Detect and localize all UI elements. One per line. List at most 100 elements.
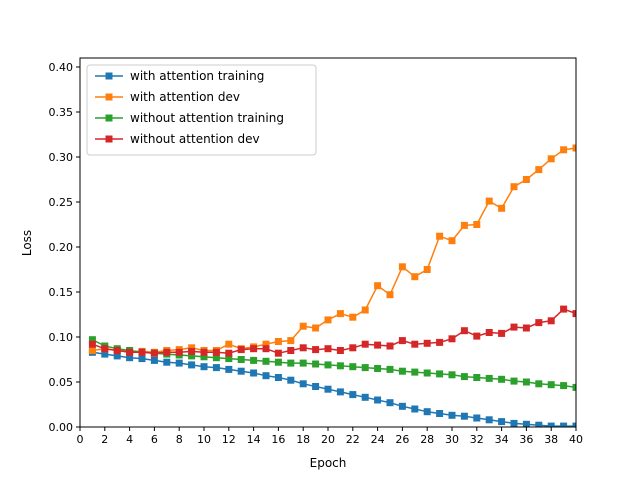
y-tick-label: 0.40	[49, 61, 74, 74]
data-point	[126, 348, 134, 356]
data-point	[113, 352, 121, 360]
data-point	[250, 356, 258, 364]
data-point	[188, 347, 196, 355]
series-line	[92, 339, 576, 389]
data-point	[113, 347, 121, 354]
series-with-attention-dev	[88, 144, 576, 356]
legend-label: with attention training	[130, 69, 264, 83]
data-point	[225, 355, 233, 363]
data-point	[250, 345, 258, 353]
y-tick-label: 0.25	[49, 196, 74, 209]
data-point	[535, 421, 543, 427]
data-point	[522, 378, 530, 386]
legend-label: without attention dev	[130, 132, 260, 146]
x-tick-label: 4	[126, 433, 133, 446]
y-tick-label: 0.30	[49, 151, 74, 164]
data-point	[188, 352, 196, 360]
data-point	[473, 221, 481, 228]
data-point	[386, 365, 394, 373]
data-point	[212, 348, 220, 356]
data-point	[448, 335, 456, 343]
data-point	[423, 339, 431, 347]
data-point	[299, 322, 307, 330]
data-point	[460, 327, 468, 335]
data-point	[386, 342, 394, 350]
data-point	[336, 388, 344, 396]
y-axis-label: Loss	[20, 230, 34, 256]
x-tick-label: 28	[420, 433, 434, 446]
data-point	[460, 373, 468, 381]
series-with-attention-training	[88, 348, 576, 427]
data-point	[374, 365, 382, 372]
legend: with attention training with attention de…	[86, 64, 317, 156]
y-tick-label: 0.15	[49, 286, 74, 299]
data-point	[498, 375, 506, 383]
data-point	[163, 358, 171, 366]
data-point	[175, 348, 183, 356]
data-point	[510, 419, 518, 427]
data-point	[411, 368, 419, 376]
data-point	[535, 380, 543, 388]
data-point	[398, 402, 406, 410]
data-point	[522, 176, 530, 183]
data-point	[485, 416, 493, 424]
data-point	[460, 221, 468, 229]
data-point	[498, 204, 506, 212]
data-point	[436, 370, 444, 378]
data-point	[274, 374, 282, 381]
data-point	[374, 282, 382, 290]
data-point	[336, 347, 344, 354]
data-point	[572, 383, 576, 391]
data-point	[411, 273, 419, 281]
data-point	[411, 405, 419, 413]
y-tick-label: 0.10	[49, 331, 74, 344]
data-point	[510, 323, 518, 331]
data-point	[324, 345, 332, 353]
legend-marker	[105, 72, 113, 80]
data-point	[188, 361, 196, 369]
data-point	[547, 381, 555, 389]
data-point	[547, 155, 555, 163]
data-point	[535, 319, 543, 327]
data-point	[287, 376, 295, 384]
data-point	[237, 346, 245, 354]
data-point	[324, 361, 332, 369]
data-point	[225, 365, 233, 373]
data-point	[126, 354, 134, 362]
data-point	[312, 360, 320, 368]
legend-marker	[105, 93, 113, 101]
data-point	[250, 369, 258, 377]
data-point	[374, 341, 382, 349]
data-point	[448, 411, 456, 419]
data-point	[312, 383, 320, 390]
legend-marker	[105, 135, 113, 143]
y-axis: 0.00 0.05 0.10 0.15 0.20 0.25 0.30 0.35 0.40	[49, 61, 80, 434]
data-point	[299, 344, 307, 352]
data-point	[163, 348, 171, 356]
data-point	[374, 396, 382, 404]
data-point	[299, 380, 307, 388]
plot-area	[88, 144, 576, 427]
data-point	[274, 349, 282, 357]
data-point	[312, 346, 320, 354]
data-point	[411, 340, 419, 348]
x-tick-label: 10	[197, 433, 211, 446]
data-point	[324, 316, 332, 324]
data-point	[386, 291, 394, 299]
data-point	[88, 340, 96, 348]
data-point	[349, 313, 357, 321]
x-tick-label: 16	[271, 433, 285, 446]
series-line	[92, 147, 576, 354]
data-point	[274, 358, 282, 366]
data-point	[361, 393, 369, 401]
x-tick-label: 40	[569, 433, 583, 446]
y-tick-label: 0.35	[49, 106, 74, 119]
legend-item: with attention training	[95, 69, 264, 83]
x-tick-label: 2	[101, 433, 108, 446]
data-point	[560, 146, 568, 154]
data-point	[188, 344, 196, 352]
legend-item: with attention dev	[95, 90, 240, 104]
data-point	[138, 355, 146, 363]
data-point	[336, 310, 344, 318]
